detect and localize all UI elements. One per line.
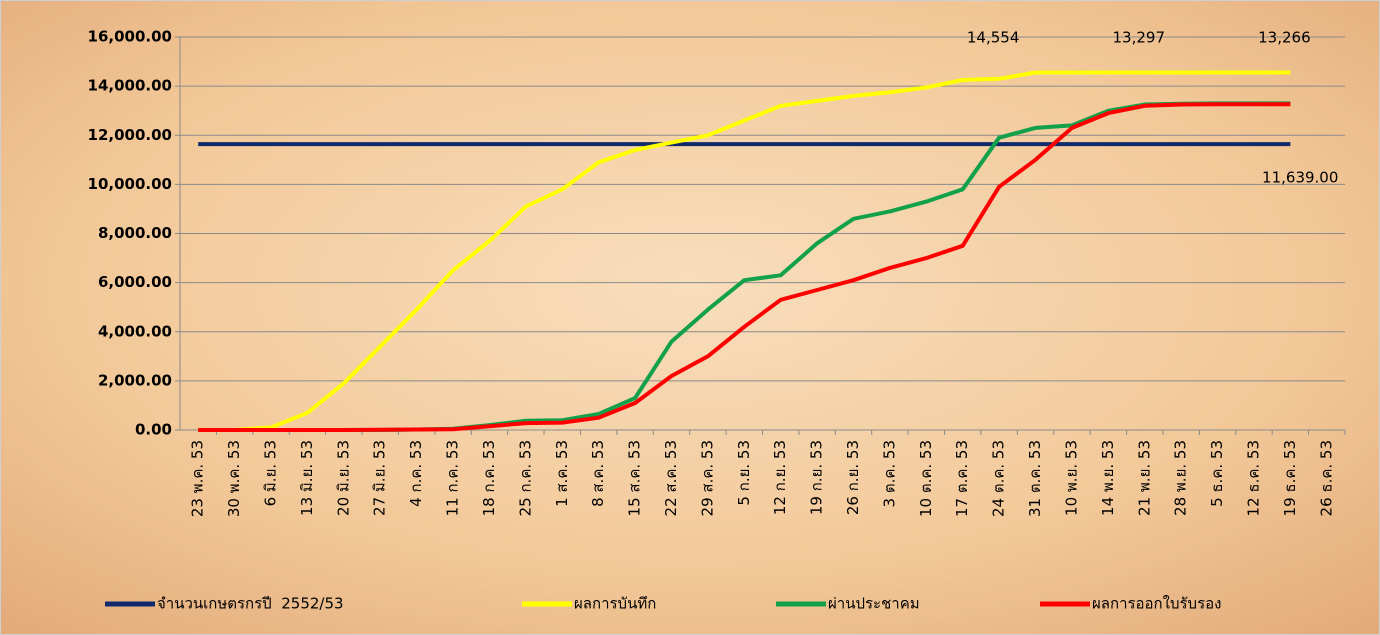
x-tick-label: 12 ก.ย. 53 [771,440,789,515]
legend-label: ผลการออกใบรับรอง [1092,595,1221,613]
x-tick-label: 19 ธ.ค. 53 [1281,440,1299,516]
x-tick-label: 19 ก.ย. 53 [808,440,826,515]
x-tick-label: 24 ต.ค. 53 [990,440,1008,517]
legend-label: ผ่านประชาคม [828,595,920,613]
x-tick-label: 15 ส.ค. 53 [626,440,644,516]
x-tick-label: 5 ธ.ค. 53 [1208,440,1226,507]
x-tick-label: 5 ก.ย. 53 [735,440,753,506]
x-tick-label: 23 พ.ค. 53 [189,440,207,517]
x-tick-label: 26 ธ.ค. 53 [1317,440,1335,516]
x-tick-label: 14 พ.ย. 53 [1099,440,1117,516]
x-tick-label: 26 ก.ย. 53 [844,440,862,515]
x-tick-label: 20 มิ.ย. 53 [334,440,352,516]
y-tick-label: 16,000.00 [88,28,172,46]
x-tick-label: 6 มิ.ย. 53 [262,440,280,506]
legend-label: จำนวนเกษตรกรปี 2552/53 [157,595,344,613]
x-tick-label: 28 พ.ย. 53 [1172,440,1190,516]
x-tick-label: 30 พ.ค. 53 [225,440,243,517]
x-tick-label: 11 ก.ค. 53 [444,440,462,516]
x-tick-label: 27 มิ.ย. 53 [371,440,389,516]
x-tick-label: 4 ก.ค. 53 [407,440,425,507]
y-tick-label: 14,000.00 [88,77,172,95]
x-tick-label: 31 ต.ค. 53 [1026,440,1044,517]
x-tick-label: 3 ต.ค. 53 [880,440,898,507]
y-tick-label: 12,000.00 [88,126,172,144]
x-tick-label: 25 ก.ค. 53 [516,440,534,516]
x-tick-label: 17 ต.ค. 53 [953,440,971,517]
y-tick-label: 0.00 [135,421,172,439]
x-tick-label: 18 ก.ค. 53 [480,440,498,516]
x-tick-label: 29 ส.ค. 53 [698,440,716,516]
series-line [198,70,1291,432]
y-tick-label: 4,000.00 [98,322,172,340]
data-label: 14,554 [967,29,1020,47]
x-tick-label: 21 พ.ย. 53 [1135,440,1153,516]
data-label: 13,297 [1113,29,1166,47]
data-label: 13,266 [1258,29,1311,47]
y-tick-label: 10,000.00 [88,175,172,193]
x-tick-label: 12 ธ.ค. 53 [1244,440,1262,516]
x-tick-label: 10 ต.ค. 53 [917,440,935,517]
legend-label: ผลการบันทึก [574,595,656,613]
y-tick-label: 6,000.00 [98,273,172,291]
data-label: 11,639.00 [1262,169,1338,187]
y-tick-label: 8,000.00 [98,224,172,242]
series-line [198,102,1291,432]
x-tick-label: 1 ส.ค. 53 [553,440,571,507]
y-tick-label: 2,000.00 [98,371,172,389]
x-tick-label: 10 พ.ย. 53 [1062,440,1080,516]
x-tick-label: 8 ส.ค. 53 [589,440,607,507]
x-tick-label: 22 ส.ค. 53 [662,440,680,516]
x-tick-label: 13 มิ.ย. 53 [298,440,316,516]
